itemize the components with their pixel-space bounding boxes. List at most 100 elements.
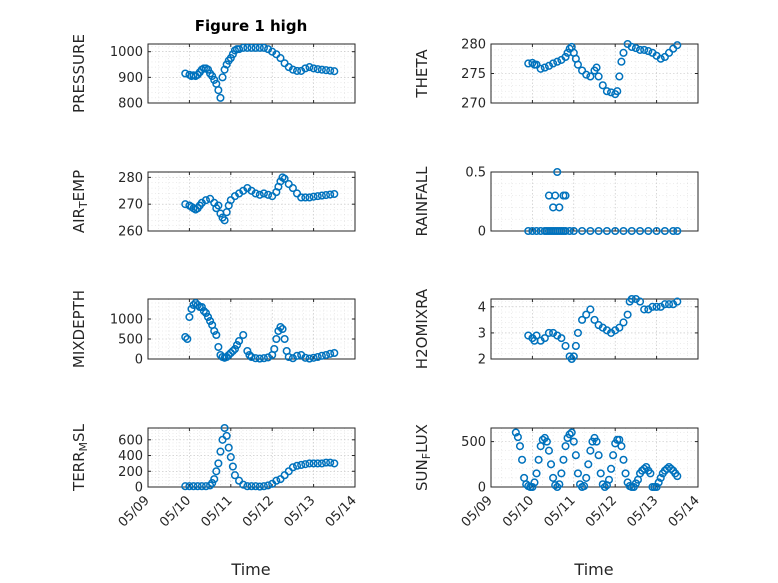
y-axis-label: RAINFALL: [413, 166, 431, 237]
y-tick-label: 3: [478, 326, 486, 341]
data-point: [313, 459, 322, 468]
x-tick-label: 05/10: [157, 493, 194, 530]
data-point: [544, 328, 554, 337]
data-point: [181, 482, 190, 491]
data-point: [586, 446, 595, 455]
data-series: [511, 428, 682, 492]
figure-title: Figure 1 high: [195, 17, 308, 35]
y-tick-label: 800: [118, 97, 143, 112]
data-point: [584, 460, 593, 469]
data-series: [181, 43, 339, 102]
data-point: [640, 464, 649, 473]
data-point: [301, 353, 310, 362]
data-point: [580, 482, 589, 491]
data-point: [673, 41, 682, 50]
data-point: [635, 226, 645, 236]
data-point: [226, 348, 235, 358]
data-point: [528, 58, 537, 67]
data-point: [280, 174, 289, 183]
x-tick-label: 05/12: [583, 493, 620, 530]
data-point: [214, 459, 223, 468]
data-point: [268, 192, 277, 201]
data-series: [181, 173, 339, 225]
y-tick-label: 500: [118, 333, 143, 348]
data-point: [644, 226, 653, 236]
data-series: [181, 298, 339, 363]
data-point: [185, 312, 194, 322]
data-point: [224, 443, 233, 452]
data-point: [214, 86, 223, 95]
data-point: [247, 352, 256, 362]
data-point: [218, 73, 227, 82]
data-point: [652, 226, 661, 236]
y-tick-label: 0: [135, 481, 143, 496]
data-point: [230, 471, 239, 480]
data-point: [596, 469, 605, 478]
data-point: [627, 226, 636, 236]
data-point: [567, 428, 576, 437]
data-point: [569, 226, 578, 236]
data-point: [549, 473, 558, 482]
data-point: [561, 52, 570, 62]
data-point: [189, 482, 198, 491]
data-point: [532, 226, 541, 236]
x-tick-label: 05/09: [116, 493, 153, 530]
axes-background: [147, 298, 356, 360]
data-point: [573, 60, 582, 69]
y-tick-label: 200: [118, 465, 143, 480]
data-point: [297, 460, 306, 470]
data-point: [660, 52, 669, 62]
data-point: [538, 435, 547, 444]
subplot-sun-flux: 0 500 05/09 05/10 05/11 05/12 05/13 05/14 SUNFLU…: [413, 424, 703, 530]
data-point: [309, 64, 318, 73]
data-point: [590, 315, 599, 324]
data-point: [534, 455, 543, 464]
data-point: [542, 437, 551, 446]
y-axis-label: THETA: [413, 49, 431, 99]
data-point: [656, 473, 665, 482]
data-point: [569, 437, 578, 446]
data-point: [208, 479, 217, 488]
axes-frame: [147, 298, 356, 360]
data-point: [544, 61, 554, 70]
y-tick-label: 2: [478, 353, 486, 368]
data-point: [259, 482, 268, 491]
data-point: [623, 310, 632, 319]
y-tick-label: 280: [461, 38, 486, 53]
data-point: [635, 297, 645, 306]
subplot-rainfall: 0 0.5 RAINFALL: [413, 166, 699, 240]
data-point: [652, 302, 661, 311]
data-point: [594, 451, 603, 460]
data-point: [255, 354, 264, 363]
data-point: [530, 478, 539, 487]
data-point: [555, 203, 564, 212]
data-point: [609, 451, 618, 460]
data-point: [594, 72, 603, 81]
data-point: [245, 350, 254, 360]
data-point: [664, 300, 674, 309]
y-tick-label: 275: [461, 67, 486, 82]
axes-frame: [490, 427, 699, 488]
data-point: [185, 482, 194, 491]
y-tick-label: 260: [118, 225, 143, 240]
data-point: [627, 42, 636, 52]
data-point: [220, 216, 229, 225]
data-point: [664, 48, 674, 57]
data-point: [602, 87, 611, 96]
data-point: [203, 312, 213, 322]
data-point: [561, 442, 570, 451]
data-point: [648, 302, 657, 311]
data-point: [586, 72, 595, 81]
data-point: [646, 469, 655, 478]
data-point: [206, 316, 215, 326]
data-point: [330, 459, 339, 468]
data-point: [592, 63, 601, 72]
data-point: [619, 226, 628, 236]
data-point: [652, 482, 661, 492]
data-point: [278, 324, 287, 334]
data-point: [220, 423, 229, 433]
data-point: [305, 459, 314, 468]
data-point: [216, 447, 225, 456]
data-point: [582, 310, 591, 319]
